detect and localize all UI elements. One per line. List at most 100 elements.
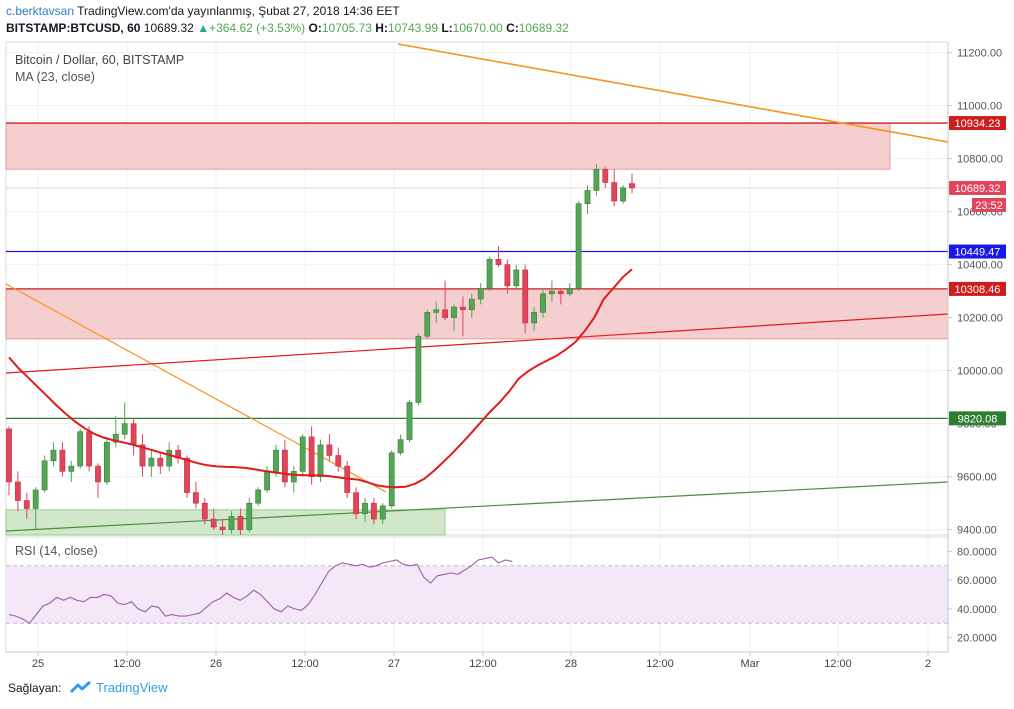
candle-body-8 xyxy=(77,431,84,467)
legend-ma: MA (23, close) xyxy=(15,70,95,84)
candle-body-63 xyxy=(566,288,573,295)
candle-body-48 xyxy=(433,309,440,313)
candle-body-2 xyxy=(23,500,30,509)
last-price: 10689.32 xyxy=(143,21,194,35)
price-label-text-1: 10689.32 xyxy=(955,183,1001,195)
candle-49 xyxy=(442,280,448,321)
tradingview-logo[interactable]: TradingView xyxy=(69,680,168,697)
candle-58 xyxy=(522,264,529,334)
candle-5 xyxy=(50,442,57,467)
candle-1 xyxy=(15,471,21,512)
y-tick-label-2: 10800.00 xyxy=(957,154,1003,166)
candle-60 xyxy=(540,288,546,318)
candle-body-37 xyxy=(335,455,342,467)
candle-63 xyxy=(566,283,573,297)
candle-body-30 xyxy=(273,449,279,472)
price-labels: 10934.23 10689.32 10449.47 10308.46 9820.08 2… xyxy=(949,116,1006,426)
candle-body-61 xyxy=(548,290,555,295)
candle-16 xyxy=(148,450,155,477)
candle-21 xyxy=(193,481,199,509)
y-tick-label-9: 9400.00 xyxy=(957,525,997,537)
candle-body-5 xyxy=(50,449,57,462)
candle-54 xyxy=(486,256,493,292)
x-tick-label-9: 12:00 xyxy=(824,658,852,670)
close-value: 10689.32 xyxy=(518,21,569,35)
open-value: 10705.73 xyxy=(321,21,372,35)
candle-47 xyxy=(424,309,431,339)
candle-body-39 xyxy=(353,492,359,515)
candle-body-44 xyxy=(397,439,404,454)
candle-body-23 xyxy=(210,518,217,528)
x-tick-label-4: 27 xyxy=(388,658,400,670)
candle-body-27 xyxy=(246,502,253,530)
candle-59 xyxy=(531,307,537,331)
candle-body-51 xyxy=(459,306,466,311)
candle-40 xyxy=(362,497,368,522)
candle-32 xyxy=(290,466,297,493)
candle-body-41 xyxy=(370,502,377,520)
candle-body-54 xyxy=(486,259,493,289)
candle-body-33 xyxy=(299,436,306,472)
x-tick-label-1: 12:00 xyxy=(113,658,141,670)
candle-body-10 xyxy=(95,465,101,483)
candles xyxy=(6,163,635,535)
candle-body-17 xyxy=(157,457,164,467)
ma-line xyxy=(8,268,633,489)
candle-body-43 xyxy=(388,452,395,507)
candle-body-3 xyxy=(32,489,39,509)
price-label-text-4: 9820.08 xyxy=(958,413,998,425)
x-tick-label-10: 2 xyxy=(925,658,931,670)
candle-body-36 xyxy=(326,444,333,456)
price-label-0: 10934.23 xyxy=(949,116,1006,131)
footer-label: Sağlayan: xyxy=(8,681,62,695)
candle-body-34 xyxy=(308,436,315,477)
candle-46 xyxy=(415,333,422,406)
candle-68 xyxy=(611,169,618,207)
candle-body-16 xyxy=(148,457,155,467)
y-tick-label-0: 11200.00 xyxy=(957,48,1002,60)
candle-17 xyxy=(157,452,164,475)
close-label: C: xyxy=(506,21,519,35)
candle-body-62 xyxy=(557,290,564,295)
candle-body-53 xyxy=(477,288,484,300)
candle-3 xyxy=(32,487,39,530)
x-tick-label-7: 12:00 xyxy=(646,658,674,670)
candle-23 xyxy=(210,508,217,530)
price-label-3: 10308.46 xyxy=(949,281,1006,296)
candle-body-32 xyxy=(290,471,297,483)
candle-body-35 xyxy=(317,444,324,477)
author-link[interactable]: c.berktavsan xyxy=(6,4,75,18)
candle-69 xyxy=(620,185,626,204)
candle-13 xyxy=(121,402,128,440)
candle-body-65 xyxy=(584,190,591,204)
legend-title: Bitcoin / Dollar, 60, BITSTAMP xyxy=(15,53,184,67)
candle-body-56 xyxy=(504,264,511,287)
zone-1 xyxy=(5,288,949,340)
candle-2 xyxy=(23,492,30,520)
candle-body-47 xyxy=(424,312,431,337)
candle-body-13 xyxy=(121,423,128,435)
candle-body-9 xyxy=(86,431,92,467)
price-label-4: 9820.08 xyxy=(949,411,1006,426)
y-tick-label-6: 10000.00 xyxy=(957,366,1003,378)
x-tick-label-0: 25 xyxy=(32,658,44,670)
trend-red xyxy=(5,313,949,374)
candle-body-45 xyxy=(406,402,413,440)
trend-orange-top xyxy=(397,43,949,143)
price-label-text-3: 10308.46 xyxy=(955,284,1001,296)
publish-info: c.berktavsan TradingView.com'da yayınlan… xyxy=(6,4,400,18)
y-tick-label-4: 10400.00 xyxy=(957,260,1003,272)
symbol-label: BITSTAMP:BTCUSD, 60 xyxy=(6,21,141,35)
up-triangle-icon: ▲ xyxy=(197,21,210,35)
candle-14 xyxy=(130,418,137,456)
candle-29 xyxy=(264,466,270,493)
zones xyxy=(5,122,949,536)
candle-11 xyxy=(104,439,110,485)
candle-body-25 xyxy=(228,516,235,530)
price-label-1: 10689.32 xyxy=(949,180,1006,195)
price-label-text-2: 10449.47 xyxy=(955,247,1001,259)
y-tick-label-1: 11000.00 xyxy=(957,101,1002,113)
candle-53 xyxy=(477,283,484,305)
candle-10 xyxy=(95,463,101,498)
